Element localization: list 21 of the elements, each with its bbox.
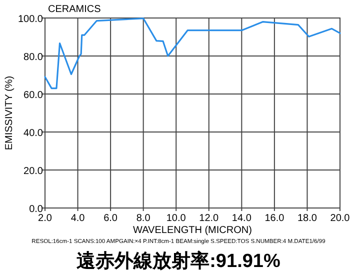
x-axis-title: WAVELENGTH (MICRON) [133,225,252,236]
x-tick-label: 14.0 [232,213,252,224]
chart-title: CERAMICS [48,4,102,15]
line-series [44,18,341,90]
x-tick-label: 16.0 [264,213,285,224]
x-tick-label: 20.0 [330,213,350,224]
x-tick-label: 10.0 [166,213,186,224]
x-tick-label: 4.0 [70,213,86,224]
x-tick-label: 6.0 [104,213,118,224]
y-axis-title: EMISSIVITY (%) [4,76,15,150]
y-tick-label: 0.0 [29,204,44,215]
y-tick-label: 100.0 [18,14,44,25]
y-tick-label: 40.0 [24,128,44,139]
y-tick-label: 60.0 [24,90,44,101]
y-tick-label: 80.0 [24,52,44,63]
x-tick-label: 8.0 [136,213,151,224]
y-tick-label: 20.0 [24,166,44,177]
x-tick-label: 12.0 [199,213,220,224]
text: 遠赤外線放射率:91.91% [76,250,280,272]
x-tick-label: 18.0 [297,213,318,224]
x-tick-label: 2.0 [38,213,52,224]
